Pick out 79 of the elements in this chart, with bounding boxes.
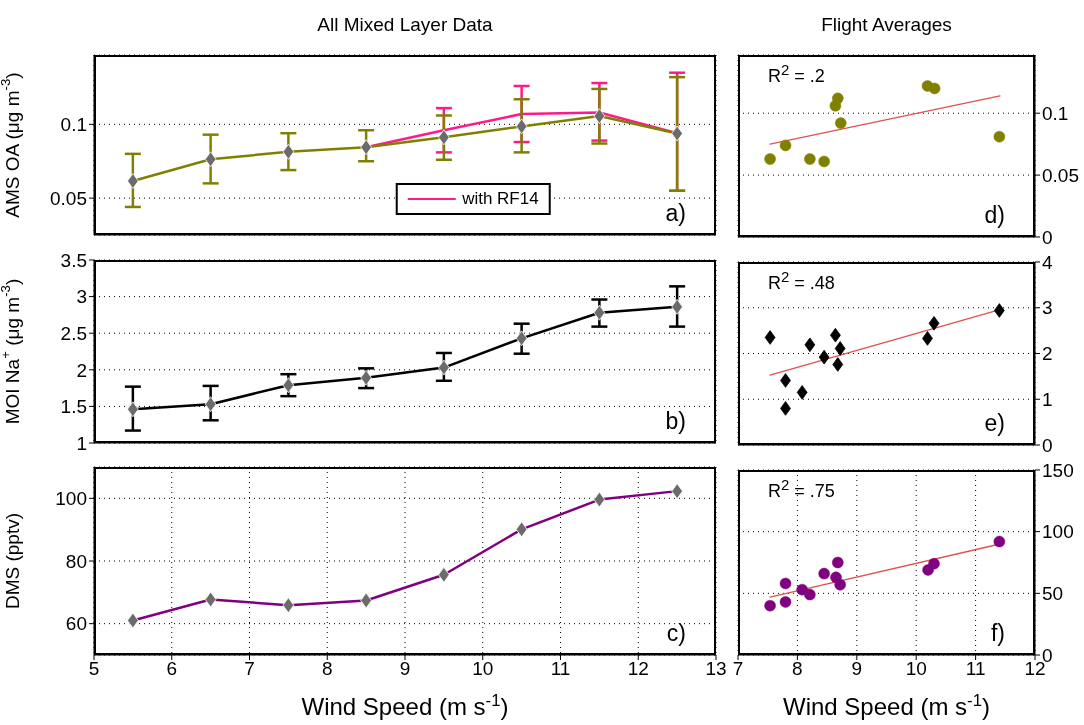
chart-title: All Mixed Layer Data — [316, 14, 494, 36]
point — [818, 155, 830, 168]
y-tick-label: 3 — [1042, 297, 1053, 319]
x-tick-label: 11 — [965, 658, 986, 680]
legend-label: with RF14 — [462, 189, 539, 209]
y-tick-label: 2 — [76, 359, 87, 381]
point — [764, 330, 776, 345]
annotation: f) — [990, 620, 1005, 647]
x-tick-label: 8 — [321, 658, 333, 680]
point — [994, 303, 1005, 318]
y-tick-label: 100 — [1042, 521, 1074, 543]
point — [779, 596, 792, 608]
y-tick-label: 0 — [1042, 226, 1053, 248]
point — [834, 341, 846, 356]
point — [928, 316, 940, 331]
annotation: R$^{2}$ = .48 — [768, 268, 835, 294]
y-tick-label: 50 — [1042, 583, 1064, 605]
y-tick-label: 0.1 — [1042, 102, 1069, 124]
annotation: a) — [665, 200, 686, 227]
y-tick-label: 1.5 — [60, 396, 87, 418]
annotation: R$^{2}$ = .75 — [768, 476, 835, 502]
point — [832, 556, 844, 569]
point — [779, 139, 792, 152]
x-tick-label: 13 — [705, 658, 727, 680]
x-tick-label: 7 — [244, 658, 255, 680]
annotation: R$^{2}$ = .2 — [768, 61, 825, 87]
point — [818, 349, 830, 365]
point — [779, 577, 792, 590]
point — [804, 588, 816, 601]
point — [764, 153, 776, 165]
y-tick-label: 0.1 — [60, 114, 87, 136]
y-tick-label: 2 — [1042, 343, 1053, 365]
y-tick-label: 3 — [76, 286, 87, 308]
point — [764, 599, 776, 612]
y-tick-label: 4 — [1042, 251, 1053, 273]
annotation: b) — [665, 408, 686, 435]
point — [832, 92, 844, 105]
x-tick-label: 11 — [550, 658, 571, 680]
point — [832, 357, 844, 372]
x-tick-label: 5 — [88, 658, 100, 680]
x-tick-label: 8 — [792, 658, 803, 680]
y-tick-label: 80 — [65, 550, 87, 572]
point — [818, 567, 830, 580]
x-axis-title: Wind Speed (m s$^{-1}$) — [783, 690, 990, 720]
point — [780, 373, 791, 388]
x-tick-label: 6 — [166, 658, 178, 680]
chart-title: Flight Averages — [820, 14, 953, 36]
y-tick-label: 0 — [1042, 434, 1053, 456]
x-tick-label: 10 — [472, 658, 494, 680]
annotation: e) — [984, 410, 1005, 437]
annotation: c) — [666, 620, 686, 647]
point — [928, 557, 940, 570]
annotation: d) — [984, 202, 1005, 229]
y-tick-label: 0.05 — [1042, 164, 1079, 186]
point — [804, 153, 816, 165]
point — [928, 82, 941, 95]
y-tick-label: 2.5 — [60, 322, 87, 344]
point — [993, 130, 1006, 143]
x-tick-label: 9 — [851, 658, 863, 680]
point — [922, 331, 933, 346]
x-axis-title: Wind Speed (m s$^{-1}$) — [301, 690, 509, 720]
y-tick-label: 1 — [76, 432, 87, 454]
y-tick-label: 0.05 — [50, 187, 87, 209]
x-tick-label: 9 — [399, 658, 411, 680]
y-tick-label: 100 — [55, 488, 87, 510]
y-tick-label: 3.5 — [60, 249, 87, 271]
point — [993, 535, 1006, 548]
y-tick-label: 60 — [65, 613, 87, 635]
point — [834, 578, 846, 591]
point — [835, 117, 847, 129]
point — [780, 401, 791, 416]
y-axis-title: DMS (pptv) — [2, 512, 24, 610]
y-tick-label: 1 — [1042, 388, 1053, 410]
x-tick-label: 12 — [627, 658, 649, 680]
x-tick-label: 7 — [732, 658, 744, 680]
point — [804, 337, 816, 353]
y-tick-label: 150 — [1042, 459, 1074, 481]
point — [796, 385, 808, 400]
x-tick-label: 10 — [905, 658, 927, 680]
